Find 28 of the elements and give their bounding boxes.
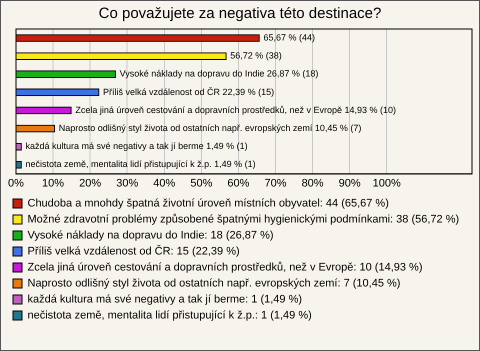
x-tick-label: 90% (338, 177, 361, 190)
data-label: Vysoké náklady na dopravu do Indie 26,87 % (18) (120, 68, 318, 79)
legend-label: Chudoba a mnohdy špatná životní úroveň místních obyvatel: 44 (65,67 %) (28, 198, 389, 210)
chart-title: Co považujete za negativa této destinace? (98, 5, 382, 22)
x-tick-label: 20% (79, 177, 102, 190)
x-tick-label: 80% (302, 177, 324, 190)
x-tick-label: 10% (42, 177, 64, 190)
legend-label: Možné zdravotní problémy způsobené špatnými hygienickými podmínkami: 38 (56,72 %) (28, 214, 460, 226)
legend-label: Naprosto odlišný styl života od ostatních např. evropských zemí: 7 (10,45 %) (28, 278, 400, 290)
data-label: Příliš velká vzdálenost od ČR 22,39 % (15) (103, 86, 274, 97)
legend-label: nečistota země, mentalita lidí přistupující k ž.p.: 1 (1,49 %) (28, 310, 312, 322)
data-label: Zcela jiná úroveň cestování a dopravních prostředků, než v Evropě 14,93 % (10) (75, 104, 396, 115)
legend-label: Vysoké náklady na dopravu do Indie: 18 (26,87 %) (28, 230, 274, 242)
x-tick-label: 40% (153, 177, 176, 190)
x-tick-label: 30% (116, 177, 138, 190)
x-tick-label: 70% (264, 177, 287, 190)
x-tick-label: 60% (227, 177, 250, 190)
x-tick-label: 100% (372, 177, 402, 190)
data-label: nečistota země, mentalita lidí přistupující k ž.p. 1,49 % (1) (26, 159, 256, 170)
legend-label: Příliš velká vzdálenost od ČR: 15 (22,39 %) (28, 244, 240, 258)
x-tick-label: 50% (190, 177, 213, 190)
legend-label: Zcela jiná úroveň cestování a dopravních prostředků, než v Evropě: 10 (14,93 %) (28, 262, 422, 274)
data-label: 56,72 % (38) (230, 50, 282, 61)
data-label: každá kultura má své negativy a tak jí berme 1,49 % (1) (26, 141, 248, 152)
data-label: 65,67 % (44) (263, 32, 315, 43)
data-label: Naprosto odlišný styl života od ostatních např. evropských zemí 10,45 % (7) (58, 123, 362, 134)
legend-label: každá kultura má své negativy a tak jí berme: 1 (1,49 %) (28, 294, 302, 306)
x-tick-label: 0% (8, 177, 24, 190)
